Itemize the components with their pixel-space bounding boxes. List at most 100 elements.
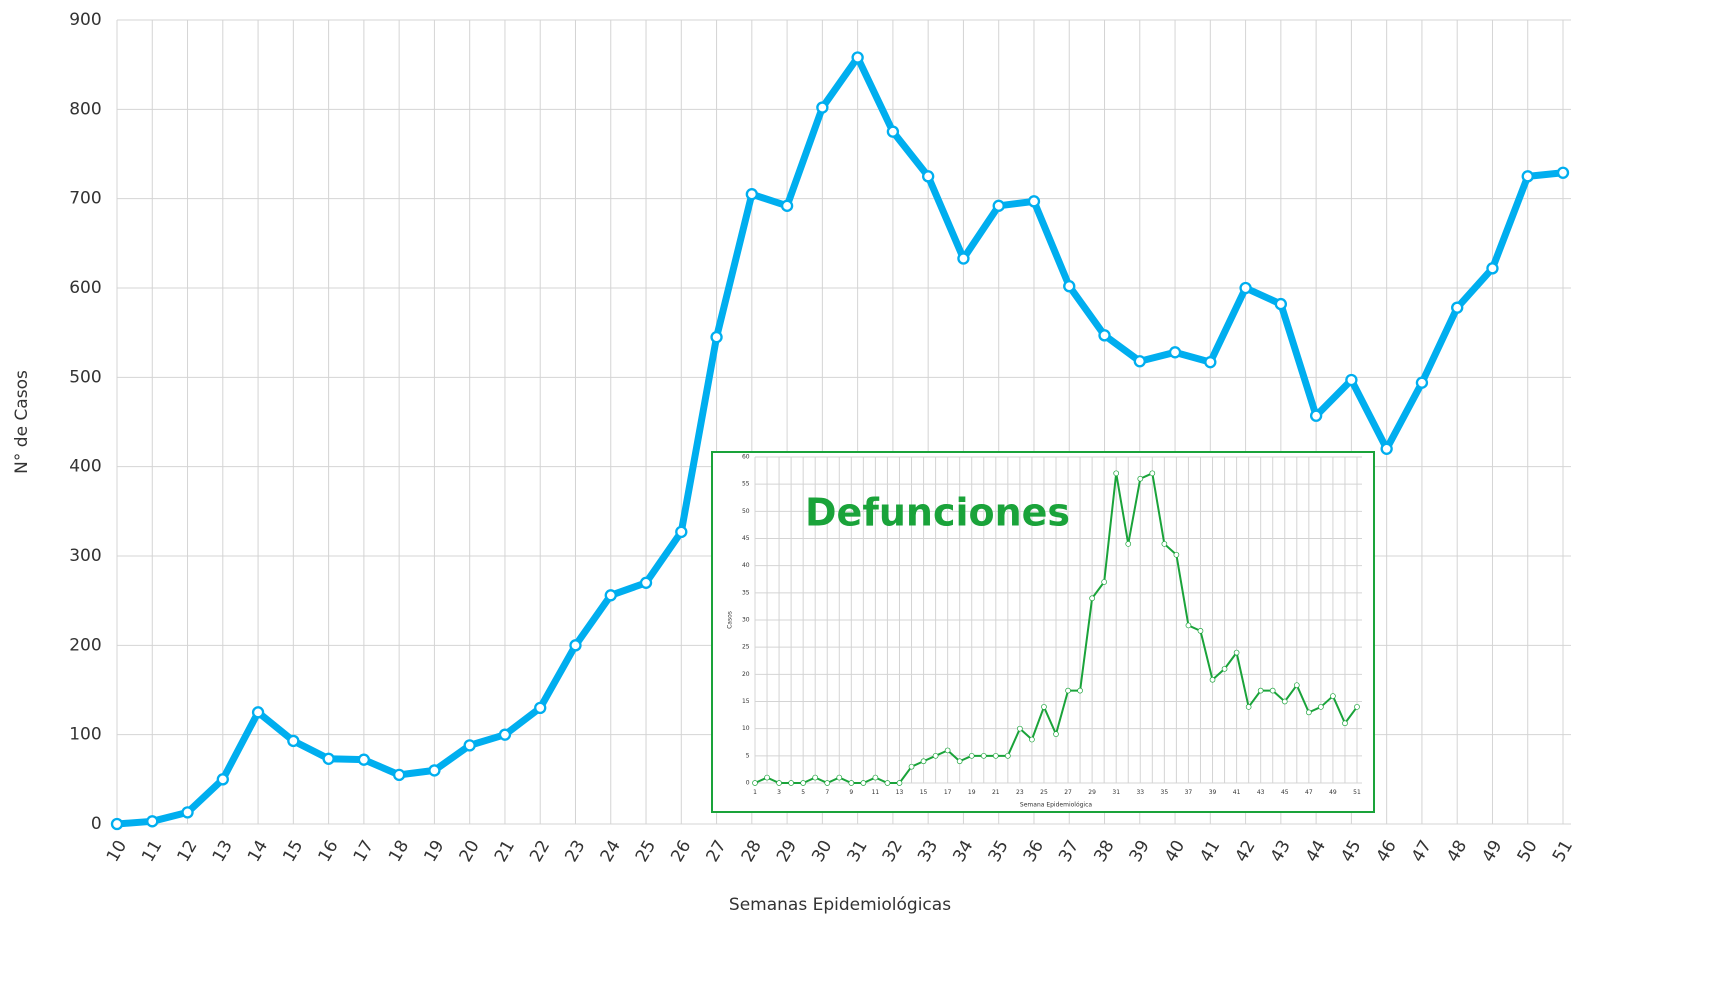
y-tick-label: 5 bbox=[746, 752, 750, 759]
point bbox=[836, 774, 843, 781]
point bbox=[710, 330, 723, 344]
x-tick-label: 26 bbox=[667, 837, 695, 866]
point bbox=[498, 728, 512, 741]
x-tick-label: 32 bbox=[879, 837, 907, 866]
x-tick-label: 41 bbox=[1233, 789, 1241, 796]
x-tick-label: 29 bbox=[1088, 789, 1096, 796]
y-tick-label: 900 bbox=[69, 10, 101, 30]
point bbox=[1065, 687, 1071, 694]
point bbox=[1098, 329, 1111, 342]
x-tick-label: 29 bbox=[773, 837, 801, 866]
point bbox=[1209, 676, 1216, 683]
point bbox=[752, 780, 758, 786]
point bbox=[1486, 262, 1499, 275]
point bbox=[1293, 682, 1300, 689]
y-tick-label: 10 bbox=[742, 725, 750, 732]
point bbox=[896, 780, 903, 786]
point bbox=[920, 758, 927, 765]
point bbox=[1168, 346, 1182, 359]
x-tick-label: 47 bbox=[1305, 789, 1313, 796]
x-tick-label: 49 bbox=[1478, 837, 1506, 866]
x-tick-label: 7 bbox=[825, 789, 829, 796]
point bbox=[980, 752, 987, 759]
point bbox=[1137, 475, 1144, 482]
point bbox=[908, 763, 915, 770]
y-tick-label: 50 bbox=[742, 508, 750, 515]
point bbox=[1077, 687, 1083, 694]
x-tick-label: 21 bbox=[491, 837, 519, 866]
point bbox=[1345, 373, 1358, 387]
x-tick-label: 23 bbox=[1016, 789, 1024, 796]
point bbox=[1309, 409, 1323, 422]
y-tick-label: 500 bbox=[69, 367, 101, 387]
point bbox=[1318, 704, 1324, 710]
point bbox=[968, 752, 975, 759]
x-tick-label: 30 bbox=[808, 837, 836, 866]
point bbox=[1185, 622, 1192, 629]
point bbox=[322, 752, 335, 765]
point bbox=[1101, 579, 1107, 585]
point bbox=[1257, 687, 1264, 694]
point bbox=[1149, 470, 1156, 477]
point bbox=[1221, 666, 1228, 672]
point bbox=[872, 774, 879, 781]
point bbox=[1245, 704, 1252, 710]
point bbox=[1269, 687, 1276, 694]
y-tick-label: 200 bbox=[69, 635, 101, 655]
point bbox=[780, 199, 794, 212]
point bbox=[1133, 355, 1146, 368]
point bbox=[776, 780, 782, 786]
point bbox=[922, 170, 935, 183]
x-tick-label: 23 bbox=[561, 837, 589, 866]
x-tick-label: 38 bbox=[1090, 837, 1118, 866]
x-tick-label: 11 bbox=[138, 837, 166, 866]
y-tick-label: 25 bbox=[742, 644, 750, 651]
x-tick-label: 51 bbox=[1353, 789, 1361, 796]
x-tick-label: 43 bbox=[1267, 837, 1295, 866]
x-tick-label: 27 bbox=[1064, 789, 1072, 796]
point bbox=[800, 780, 806, 786]
x-tick-label: 50 bbox=[1514, 837, 1542, 866]
x-tick-label: 31 bbox=[844, 837, 872, 866]
x-axis-label: Semanas Epidemiológicas bbox=[729, 895, 951, 915]
point bbox=[1017, 725, 1023, 732]
point bbox=[848, 780, 855, 786]
x-tick-label: 34 bbox=[949, 837, 977, 866]
inset-title: Defunciones bbox=[805, 491, 1070, 535]
x-tick-label: 25 bbox=[632, 837, 660, 866]
point bbox=[1204, 355, 1217, 369]
point bbox=[1063, 280, 1076, 293]
y-tick-label: 400 bbox=[69, 457, 101, 477]
point bbox=[1161, 541, 1168, 547]
x-tick-label: 15 bbox=[279, 837, 307, 866]
y-axis-label: Casos bbox=[727, 611, 734, 629]
x-tick-label: 47 bbox=[1408, 837, 1436, 866]
point bbox=[1005, 752, 1011, 759]
y-tick-label: 800 bbox=[69, 99, 101, 119]
point bbox=[1125, 541, 1132, 547]
x-tick-label: 5 bbox=[801, 789, 805, 796]
x-tick-label: 19 bbox=[968, 789, 976, 796]
x-tick-label: 27 bbox=[702, 837, 730, 866]
y-tick-label: 0 bbox=[91, 814, 102, 834]
x-tick-label: 1 bbox=[753, 789, 757, 796]
y-tick-label: 20 bbox=[742, 671, 750, 678]
x-tick-label: 35 bbox=[985, 837, 1013, 866]
point bbox=[1521, 170, 1534, 183]
x-axis-label: Semana Epidemiológica bbox=[1020, 802, 1092, 809]
point bbox=[745, 188, 758, 201]
y-tick-label: 15 bbox=[742, 698, 750, 705]
point bbox=[860, 780, 867, 786]
x-tick-label: 13 bbox=[209, 837, 237, 866]
y-tick-label: 40 bbox=[742, 562, 750, 569]
point bbox=[851, 51, 864, 64]
x-tick-label: 18 bbox=[385, 837, 413, 866]
point bbox=[788, 780, 794, 786]
point bbox=[1233, 649, 1240, 656]
y-tick-label: 55 bbox=[742, 481, 750, 488]
point bbox=[956, 758, 963, 765]
point bbox=[1281, 698, 1288, 705]
y-tick-label: 60 bbox=[742, 454, 750, 461]
point bbox=[1197, 628, 1204, 634]
